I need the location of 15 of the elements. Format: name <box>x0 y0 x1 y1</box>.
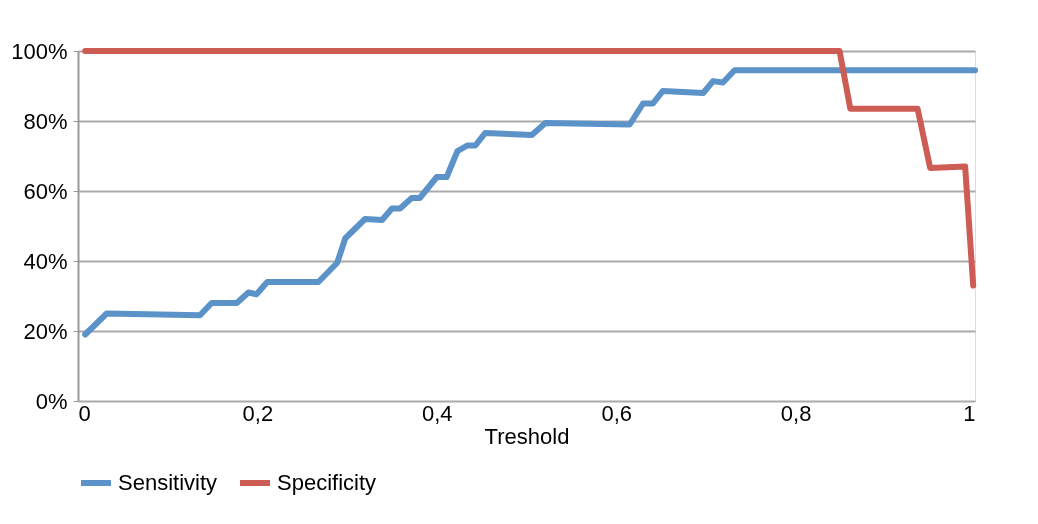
x-tick-label: 0,4 <box>422 400 453 426</box>
y-tick-label: 60% <box>23 178 68 204</box>
x-axis-title: Treshold <box>484 423 570 449</box>
legend-label: Sensitivity <box>118 470 218 495</box>
x-tick-label: 0,2 <box>242 400 274 426</box>
x-tick-label: 0 <box>78 400 91 426</box>
y-tick-label: 80% <box>23 108 68 134</box>
y-tick-label: 0% <box>35 388 68 414</box>
x-tick-label: 0,6 <box>601 400 632 426</box>
y-tick-label: 100% <box>11 38 68 64</box>
x-tick-label: 1 <box>963 400 976 426</box>
y-tick-label: 40% <box>23 248 68 274</box>
y-tick-label: 20% <box>23 318 68 344</box>
legend-label: Specificity <box>277 470 377 495</box>
x-tick-label: 0,8 <box>780 400 812 426</box>
